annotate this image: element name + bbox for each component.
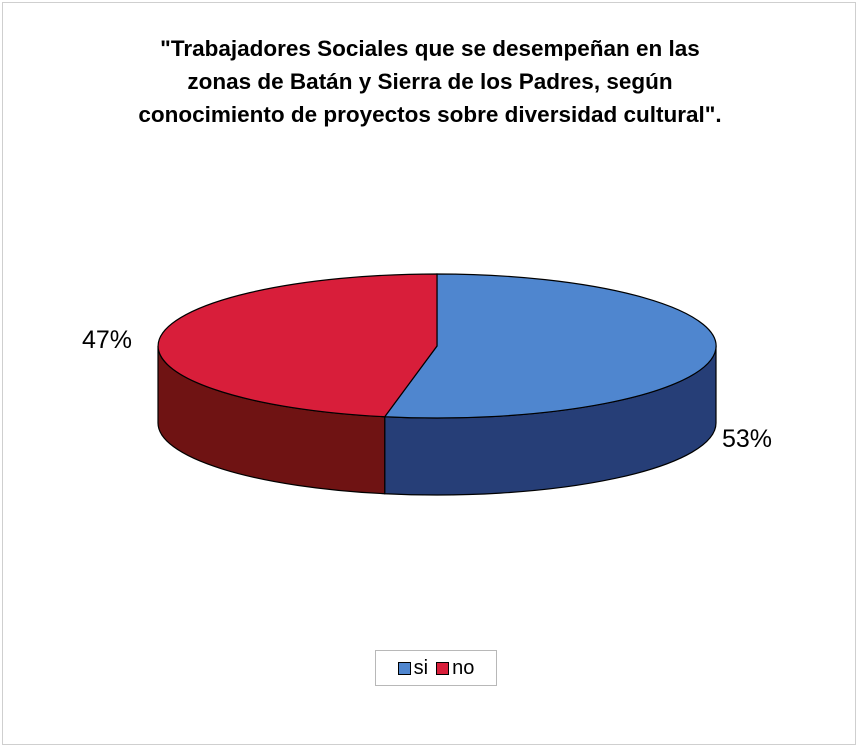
legend-label-no: no	[452, 656, 475, 679]
legend-item-si: si	[397, 656, 429, 680]
pie-tops	[157, 273, 717, 419]
data-label-no: 47%	[82, 326, 132, 354]
legend-swatch-si	[397, 661, 411, 675]
legend-label-si: si	[413, 656, 429, 679]
title-line-2: zonas de Batán y Sierra de los Padres, s…	[187, 69, 673, 94]
legend-item-no: no	[436, 657, 474, 680]
data-label-si: 53%	[722, 425, 772, 453]
chart-title: "Trabajadores Sociales que se desempeñan…	[60, 32, 800, 131]
pie-slice-si	[383, 273, 717, 419]
title-line-1: "Trabajadores Sociales que se desempeñan…	[160, 36, 700, 61]
legend: si no	[375, 650, 497, 686]
pie-slice-no	[157, 273, 438, 418]
title-line-3: conocimiento de proyectos sobre diversid…	[138, 102, 722, 127]
legend-swatch-no	[436, 661, 450, 675]
